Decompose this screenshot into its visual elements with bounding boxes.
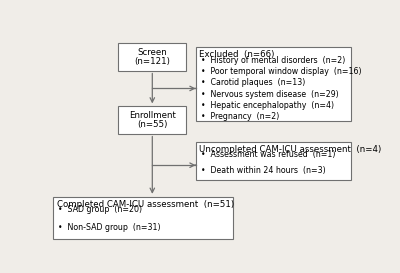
Text: Uncompleted CAM-ICU assessment  (n=4): Uncompleted CAM-ICU assessment (n=4) bbox=[200, 145, 382, 154]
Text: Completed CAM-ICU assessment  (n=51): Completed CAM-ICU assessment (n=51) bbox=[57, 200, 234, 209]
FancyBboxPatch shape bbox=[53, 197, 233, 239]
Text: •  Assessment was refused  (n=1): • Assessment was refused (n=1) bbox=[201, 150, 335, 159]
Text: •  Death within 24 hours  (n=3): • Death within 24 hours (n=3) bbox=[201, 166, 325, 175]
Text: •  History of mental disorders  (n=2): • History of mental disorders (n=2) bbox=[201, 56, 345, 65]
Text: (n=55): (n=55) bbox=[137, 120, 168, 129]
Text: Screen: Screen bbox=[138, 48, 167, 57]
Text: •  Nervous system disease  (n=29): • Nervous system disease (n=29) bbox=[201, 90, 338, 99]
Text: •  Non-SAD group  (n=31): • Non-SAD group (n=31) bbox=[58, 223, 160, 232]
FancyBboxPatch shape bbox=[196, 142, 351, 180]
Text: •  Poor temporal window display  (n=16): • Poor temporal window display (n=16) bbox=[201, 67, 361, 76]
Text: •  Hepatic encephalopathy  (n=4): • Hepatic encephalopathy (n=4) bbox=[201, 101, 334, 110]
Text: •  SAD group  (n=20): • SAD group (n=20) bbox=[58, 205, 142, 214]
Text: Excluded  (n=66): Excluded (n=66) bbox=[200, 51, 275, 60]
Text: •  Carotid plaques  (n=13): • Carotid plaques (n=13) bbox=[201, 78, 305, 87]
Text: Enrollment: Enrollment bbox=[129, 111, 176, 120]
Text: •  Pregnancy  (n=2): • Pregnancy (n=2) bbox=[201, 112, 279, 121]
Text: (n=121): (n=121) bbox=[134, 57, 170, 66]
FancyBboxPatch shape bbox=[118, 43, 186, 71]
FancyBboxPatch shape bbox=[118, 106, 186, 134]
FancyBboxPatch shape bbox=[196, 48, 351, 121]
